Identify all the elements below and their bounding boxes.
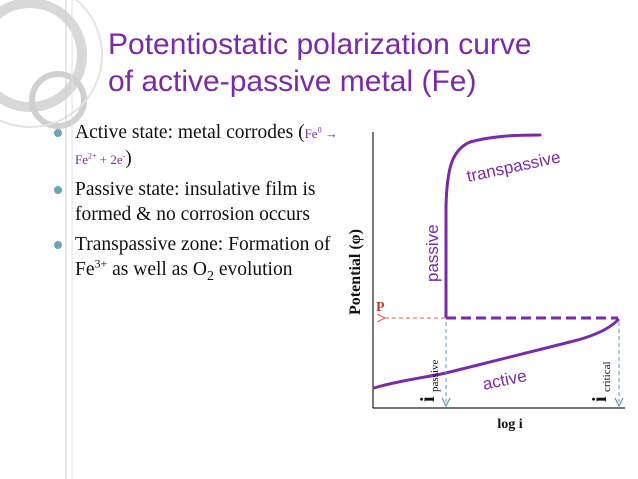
eq-arrow: → Fe — [75, 126, 338, 167]
i-critical-label: i critical — [589, 361, 613, 402]
o2-subscript: 2 — [206, 268, 214, 284]
title-line-1: Potentiostatic polarization curve — [108, 28, 532, 61]
passive-region-label: passive — [423, 224, 442, 282]
bullet-dot-icon — [54, 186, 62, 194]
bullet-active-state: Active state: metal corrodes (Fe0 → Fe2+… — [50, 121, 340, 172]
bullet-text-3: evolution — [213, 258, 293, 280]
transpassive-region-label: transpassive — [465, 147, 562, 185]
eq-electrons: + 2e — [96, 151, 123, 167]
i-critical-sub: critical — [601, 361, 613, 392]
slide-title: Potentiostatic polarization curve of act… — [108, 26, 628, 100]
x-axis-label: log i — [497, 417, 522, 432]
bullet-text: Transpassive zone: Formation of Fe — [75, 234, 331, 280]
active-region-label: active — [481, 366, 528, 394]
bullet-text-2: as well as O — [107, 258, 207, 280]
bullet-passive-state: Passive state: insulative film is formed… — [50, 178, 340, 227]
eq-fe: Fe — [304, 126, 318, 141]
y-axis-label: Potential (φ) — [347, 229, 364, 315]
bullet-transpassive-zone: Transpassive zone: Formation of Fe3+ as … — [50, 233, 340, 284]
i-passive-main: i — [417, 396, 439, 402]
title-line-2: of active-passive metal (Fe) — [108, 65, 477, 98]
decor-ring-small — [29, 71, 87, 129]
point-p-label: P — [376, 300, 385, 315]
active-curve — [372, 318, 620, 390]
i-critical-main: i — [589, 396, 611, 402]
eq-sup-minus: - — [122, 151, 126, 161]
bullet-list: Active state: metal corrodes (Fe0 → Fe2+… — [50, 121, 340, 288]
i-passive-arrow-icon — [441, 397, 451, 408]
bullet-dot-icon — [54, 129, 62, 137]
bullet-text: Passive state: insulative film is formed… — [75, 179, 316, 225]
transpassive-curve — [444, 133, 542, 208]
bullet-text: Active state: metal corrodes ( — [75, 122, 305, 143]
i-critical-arrow-icon — [614, 397, 624, 408]
reaction-equation: Fe0 → Fe2+ + 2e- — [75, 126, 338, 167]
eq-sup-0: 0 — [317, 125, 322, 135]
decor-ring-outer — [0, 0, 103, 128]
i-passive-sub: passive — [429, 360, 441, 393]
bullet-text-close: ) — [125, 147, 132, 169]
eq-sup-2plus: 2+ — [88, 151, 97, 161]
i-passive-label: i passive — [417, 360, 441, 403]
bullet-dot-icon — [54, 241, 62, 249]
fe3-superscript: 3+ — [94, 256, 108, 270]
